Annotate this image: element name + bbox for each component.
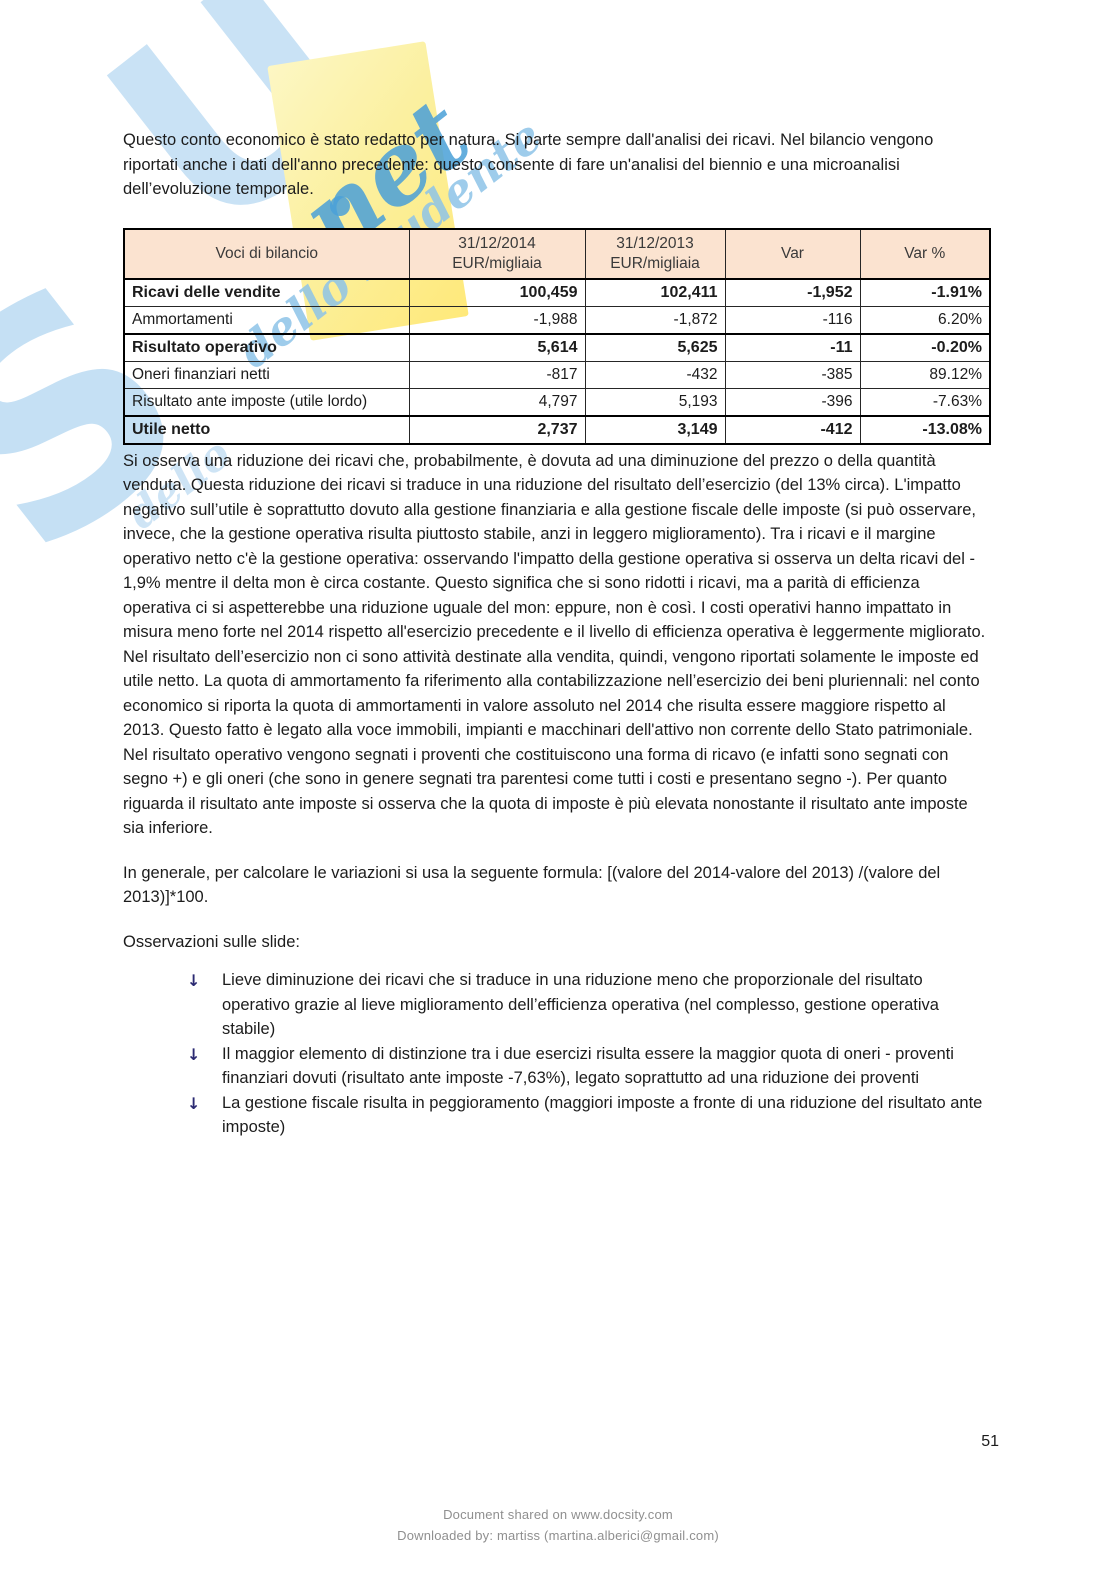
table-row: Ricavi delle vendite 100,459 102,411 -1,…: [123, 278, 991, 307]
value-2014: 5,614: [408, 332, 586, 362]
value-2013: -432: [584, 360, 726, 389]
row-label: Oneri finanziari netti: [123, 360, 410, 389]
header-2014: 31/12/2014 EUR/migliaia: [408, 228, 586, 280]
value-var: -1,952: [724, 278, 861, 307]
row-label: Utile netto: [123, 414, 410, 444]
value-var-pct: -13.08%: [859, 414, 991, 444]
value-var: -116: [724, 305, 861, 334]
value-2013: 5,193: [584, 387, 726, 416]
value-var-pct: 6.20%: [859, 305, 991, 334]
list-item-text: La gestione fiscale risulta in peggioram…: [222, 1093, 983, 1137]
value-2014: 2,737: [408, 414, 586, 444]
value-var-pct: -1.91%: [859, 278, 991, 307]
table-header-row: Voci di bilancio 31/12/2014 EUR/migliaia…: [123, 228, 991, 280]
row-label: Ricavi delle vendite: [123, 278, 410, 307]
value-var: -385: [724, 360, 861, 389]
analysis-paragraph: Si osserva una riduzione dei ricavi che,…: [123, 451, 986, 838]
table-row: Risultato operativo 5,614 5,625 -11 -0.2…: [123, 332, 991, 362]
value-2013: -1,872: [584, 305, 726, 334]
down-arrow-bullet-icon: ↓: [187, 971, 201, 990]
header-2014-date: 31/12/2014: [458, 234, 536, 252]
value-2014: 4,797: [408, 387, 586, 416]
down-arrow-bullet-icon: ↓: [187, 1044, 201, 1064]
header-2014-unit: EUR/migliaia: [452, 254, 542, 272]
table-row: Ammortamenti -1,988 -1,872 -116 6.20%: [123, 305, 991, 334]
value-2014: 100,459: [408, 278, 586, 307]
header-voci-di-bilancio: Voci di bilancio: [123, 228, 410, 280]
header-2013-date: 31/12/2013: [616, 234, 694, 252]
value-var: -412: [724, 414, 861, 444]
table-row: Risultato ante imposte (utile lordo) 4,7…: [123, 387, 991, 416]
page-number: 51: [981, 1433, 999, 1450]
observations-list: ↓ Lieve diminuzione dei ricavi che si tr…: [123, 968, 990, 1140]
formula-paragraph: In generale, per calcolare le variazioni…: [123, 863, 941, 907]
value-var: -396: [724, 387, 861, 416]
value-var: -11: [724, 332, 861, 362]
value-var-pct: -0.20%: [859, 332, 991, 362]
value-2013: 5,625: [584, 332, 726, 362]
header-2013-unit: EUR/migliaia: [610, 254, 700, 272]
value-2014: -1,988: [408, 305, 586, 334]
footer: Document shared on www.docsity.com Downl…: [0, 1504, 1116, 1546]
value-2013: 102,411: [584, 278, 726, 307]
value-var-pct: -7.63%: [859, 387, 991, 416]
observations-title: Osservazioni sulle slide:: [123, 932, 300, 951]
list-item: ↓ Il maggior elemento di distinzione tra…: [123, 1042, 990, 1091]
footer-downloaded-line: Downloaded by: martiss (martina.alberici…: [397, 1528, 719, 1543]
list-item: ↓ Lieve diminuzione dei ricavi che si tr…: [123, 968, 990, 1042]
row-label: Ammortamenti: [123, 305, 410, 334]
income-statement-table: Voci di bilancio 31/12/2014 EUR/migliaia…: [123, 227, 991, 445]
row-label: Risultato ante imposte (utile lordo): [123, 387, 410, 416]
document-content: Questo conto economico è stato redatto p…: [123, 131, 991, 1140]
footer-shared-line: Document shared on www.docsity.com: [443, 1507, 673, 1522]
list-item-text: Lieve diminuzione dei ricavi che si trad…: [222, 971, 939, 1038]
intro-paragraph: Questo conto economico è stato redatto p…: [123, 131, 934, 198]
list-item-text: Il maggior elemento di distinzione tra i…: [222, 1044, 954, 1088]
value-2013: 3,149: [584, 414, 726, 444]
row-label: Risultato operativo: [123, 332, 410, 362]
value-2014: -817: [408, 360, 586, 389]
header-var: Var: [724, 228, 861, 280]
header-2013: 31/12/2013 EUR/migliaia: [584, 228, 726, 280]
table-row: Utile netto 2,737 3,149 -412 -13.08%: [123, 414, 991, 444]
header-var-pct: Var %: [859, 228, 991, 280]
table-row: Oneri finanziari netti -817 -432 -385 89…: [123, 360, 991, 389]
value-var-pct: 89.12%: [859, 360, 991, 389]
list-item: ↓ La gestione fiscale risulta in peggior…: [123, 1091, 990, 1140]
down-arrow-bullet-icon: ↓: [187, 1093, 201, 1113]
